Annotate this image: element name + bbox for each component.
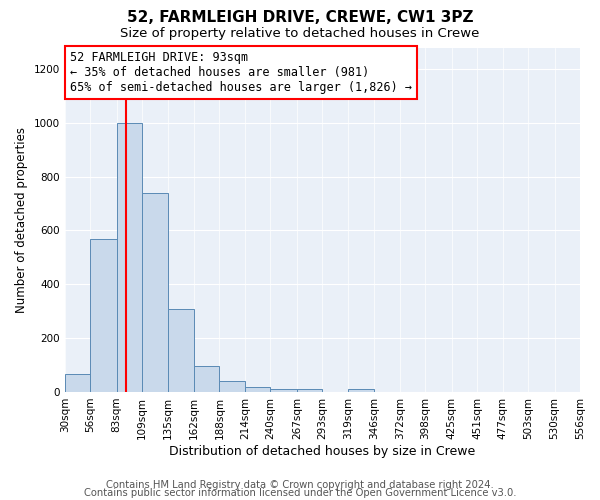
Text: 52 FARMLEIGH DRIVE: 93sqm
← 35% of detached houses are smaller (981)
65% of semi: 52 FARMLEIGH DRIVE: 93sqm ← 35% of detac… — [70, 51, 412, 94]
Y-axis label: Number of detached properties: Number of detached properties — [15, 126, 28, 312]
Bar — [194, 366, 220, 392]
Bar — [220, 381, 245, 392]
Bar — [271, 390, 297, 392]
Text: Contains HM Land Registry data © Crown copyright and database right 2024.: Contains HM Land Registry data © Crown c… — [106, 480, 494, 490]
Bar — [90, 238, 116, 392]
Bar — [65, 374, 90, 392]
Bar — [348, 390, 374, 392]
Bar — [245, 386, 271, 392]
Text: Size of property relative to detached houses in Crewe: Size of property relative to detached ho… — [121, 28, 479, 40]
Bar — [142, 193, 167, 392]
Bar — [297, 390, 322, 392]
Bar — [167, 308, 194, 392]
Text: 52, FARMLEIGH DRIVE, CREWE, CW1 3PZ: 52, FARMLEIGH DRIVE, CREWE, CW1 3PZ — [127, 10, 473, 25]
X-axis label: Distribution of detached houses by size in Crewe: Distribution of detached houses by size … — [169, 444, 475, 458]
Text: Contains public sector information licensed under the Open Government Licence v3: Contains public sector information licen… — [84, 488, 516, 498]
Bar — [116, 123, 142, 392]
